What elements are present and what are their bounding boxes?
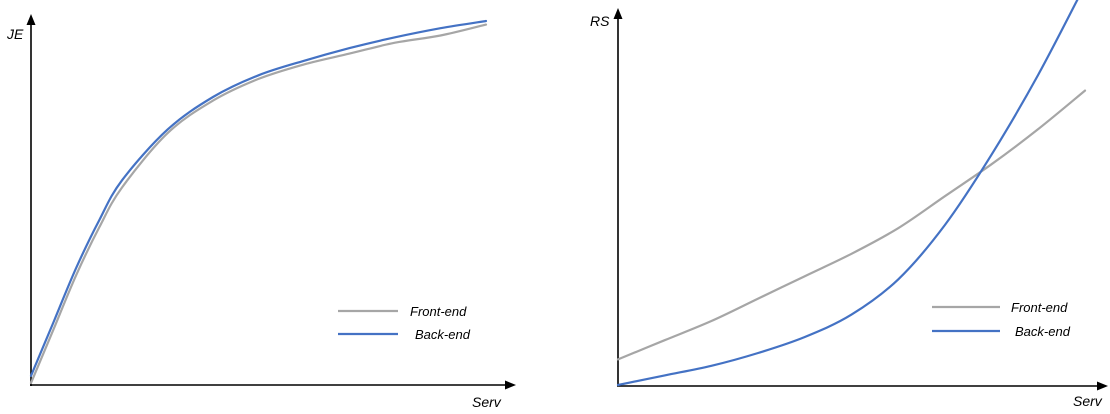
je-y-axis-label: JE bbox=[6, 26, 24, 42]
rs-x-axis-arrow bbox=[1097, 381, 1108, 391]
chart-je: JE Serv Front-end Back-end bbox=[6, 14, 516, 410]
je-x-axis-label: Serv bbox=[472, 394, 502, 410]
rs-y-axis-arrow bbox=[613, 8, 623, 19]
rs-series-back-end bbox=[616, 0, 1079, 387]
rs-series-front-end bbox=[616, 89, 1087, 361]
rs-x-axis-label: Serv bbox=[1073, 393, 1103, 409]
je-series-lines bbox=[29, 19, 488, 385]
je-legend-label-front-end: Front-end bbox=[410, 304, 467, 319]
je-y-axis-arrow bbox=[26, 14, 36, 25]
rs-y-axis-label: RS bbox=[590, 13, 610, 29]
chart-rs: RS Serv Front-end Back-end bbox=[590, 0, 1108, 409]
rs-series-lines bbox=[616, 0, 1087, 387]
rs-legend-label-back-end: Back-end bbox=[1015, 324, 1071, 339]
rs-legend: Front-end Back-end bbox=[932, 300, 1071, 339]
je-x-axis-arrow bbox=[505, 380, 516, 390]
je-legend: Front-end Back-end bbox=[338, 304, 471, 342]
je-series-back-end bbox=[29, 19, 488, 377]
je-legend-label-back-end: Back-end bbox=[415, 327, 471, 342]
je-series-front-end bbox=[29, 23, 488, 385]
rs-legend-label-front-end: Front-end bbox=[1011, 300, 1068, 315]
